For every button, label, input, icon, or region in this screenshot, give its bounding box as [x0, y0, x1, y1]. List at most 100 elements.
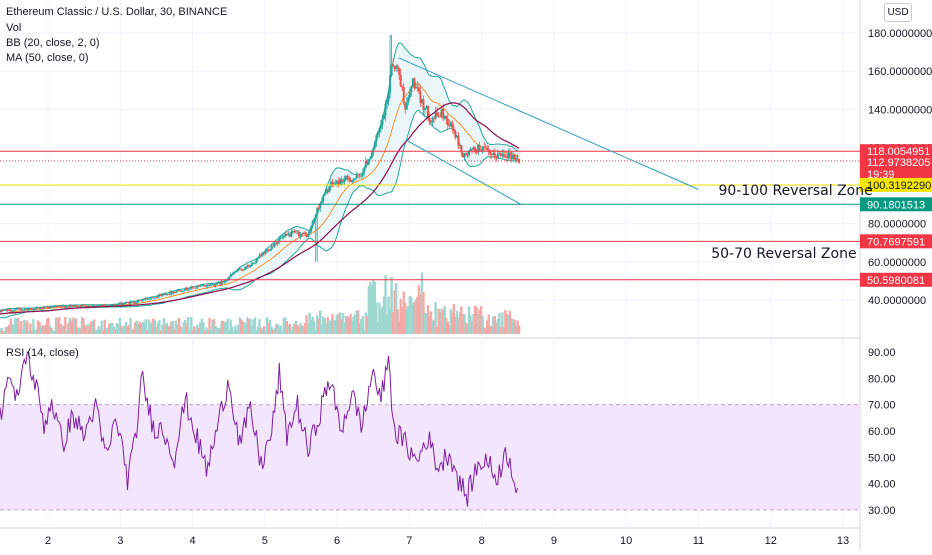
volume-bar	[138, 321, 141, 334]
candle-body	[84, 305, 87, 307]
candle-body	[58, 305, 61, 307]
candle	[12, 309, 15, 312]
volume-bar	[270, 327, 273, 334]
candle-body	[329, 181, 332, 187]
volume-bar	[135, 320, 138, 334]
legend-bb[interactable]: BB (20, close, 2, 0)	[6, 37, 100, 49]
volume-bar	[226, 318, 229, 334]
volume-bar	[54, 317, 58, 334]
candle-body	[379, 124, 382, 129]
candle	[260, 252, 263, 258]
candle	[427, 105, 430, 122]
candle	[405, 97, 408, 110]
legend-rsi[interactable]: RSI (14, close)	[6, 347, 79, 359]
volume-bar	[388, 308, 392, 334]
candle-body	[43, 306, 46, 309]
volume-bar	[431, 320, 434, 334]
candle-body	[150, 297, 153, 299]
candle-body	[431, 117, 434, 123]
candle-body	[252, 262, 255, 264]
candle	[199, 285, 202, 287]
candle	[358, 173, 361, 179]
volume-bar	[13, 318, 17, 334]
legend-ma[interactable]: MA (50, close, 0)	[6, 52, 89, 64]
volume-bar	[514, 324, 518, 334]
candle	[474, 145, 477, 154]
volume-bar	[33, 329, 37, 334]
volume-bar	[253, 317, 257, 334]
candle	[190, 285, 193, 290]
volume-bar	[220, 320, 223, 334]
legend-vol[interactable]: Vol	[6, 22, 21, 34]
trend-lines	[398, 57, 699, 206]
volume-bar	[464, 322, 468, 334]
volume-bar	[279, 325, 282, 334]
candle-body	[443, 115, 446, 119]
candle-body	[335, 180, 338, 184]
candle-body	[126, 302, 129, 303]
volume-bar	[98, 329, 102, 334]
candle	[463, 152, 466, 161]
candle-body	[273, 243, 276, 247]
volume-bar	[284, 317, 287, 334]
candle-body	[410, 86, 413, 93]
volume-bar	[127, 324, 131, 334]
candle	[334, 179, 337, 185]
zone-annotation: 90-100 Reversal Zone	[718, 183, 872, 199]
volume-bar	[115, 323, 119, 334]
candle-body	[14, 309, 17, 311]
candle-body	[240, 268, 243, 270]
candle-body	[501, 153, 504, 156]
volume-bar	[445, 317, 448, 334]
candle-body	[257, 257, 260, 259]
candle	[423, 108, 426, 116]
candle	[351, 179, 354, 184]
time-tick-label: 7	[406, 535, 412, 547]
candle-body	[389, 75, 392, 93]
candle-body	[176, 290, 179, 292]
volume-bar	[171, 321, 175, 334]
candle-body	[372, 148, 375, 153]
price-tick-label: 40.0000000	[868, 295, 926, 307]
volume-bar	[437, 308, 440, 334]
candle-body	[298, 232, 301, 237]
candle-body	[99, 305, 102, 307]
level-tag-time: 19:39	[867, 169, 895, 181]
level-tag-bg	[860, 272, 932, 287]
volume-bar	[218, 328, 222, 334]
volume-bar	[384, 274, 387, 334]
volume-bar	[387, 296, 390, 334]
candle-body	[23, 309, 26, 311]
volume-bar	[7, 324, 11, 334]
time-tick-label: 2	[45, 535, 51, 547]
candle	[499, 151, 502, 158]
volume-bar	[68, 317, 72, 334]
volume-bar	[76, 326, 79, 334]
candle	[232, 271, 235, 276]
candle	[510, 151, 513, 163]
candle-body	[76, 306, 79, 308]
volume-bar	[179, 326, 182, 334]
volume-bar	[162, 317, 166, 334]
volume-bar	[164, 324, 167, 334]
candle	[387, 90, 390, 107]
volume-bar	[363, 329, 366, 334]
candle	[47, 306, 50, 309]
currency-button[interactable]: USD	[884, 3, 912, 22]
volume-bar	[482, 327, 486, 334]
candle	[129, 300, 132, 305]
volume-bar	[378, 302, 381, 334]
volume-bar	[405, 309, 408, 334]
volume-bar	[358, 323, 361, 334]
candle-body	[349, 180, 352, 183]
candle-body	[82, 304, 85, 306]
volume-bar	[316, 315, 319, 334]
candle-body	[159, 294, 162, 297]
candle-body	[162, 293, 165, 295]
candle	[80, 303, 83, 308]
candle	[466, 151, 469, 159]
volume-bar	[85, 326, 88, 334]
candle-body	[401, 86, 404, 88]
